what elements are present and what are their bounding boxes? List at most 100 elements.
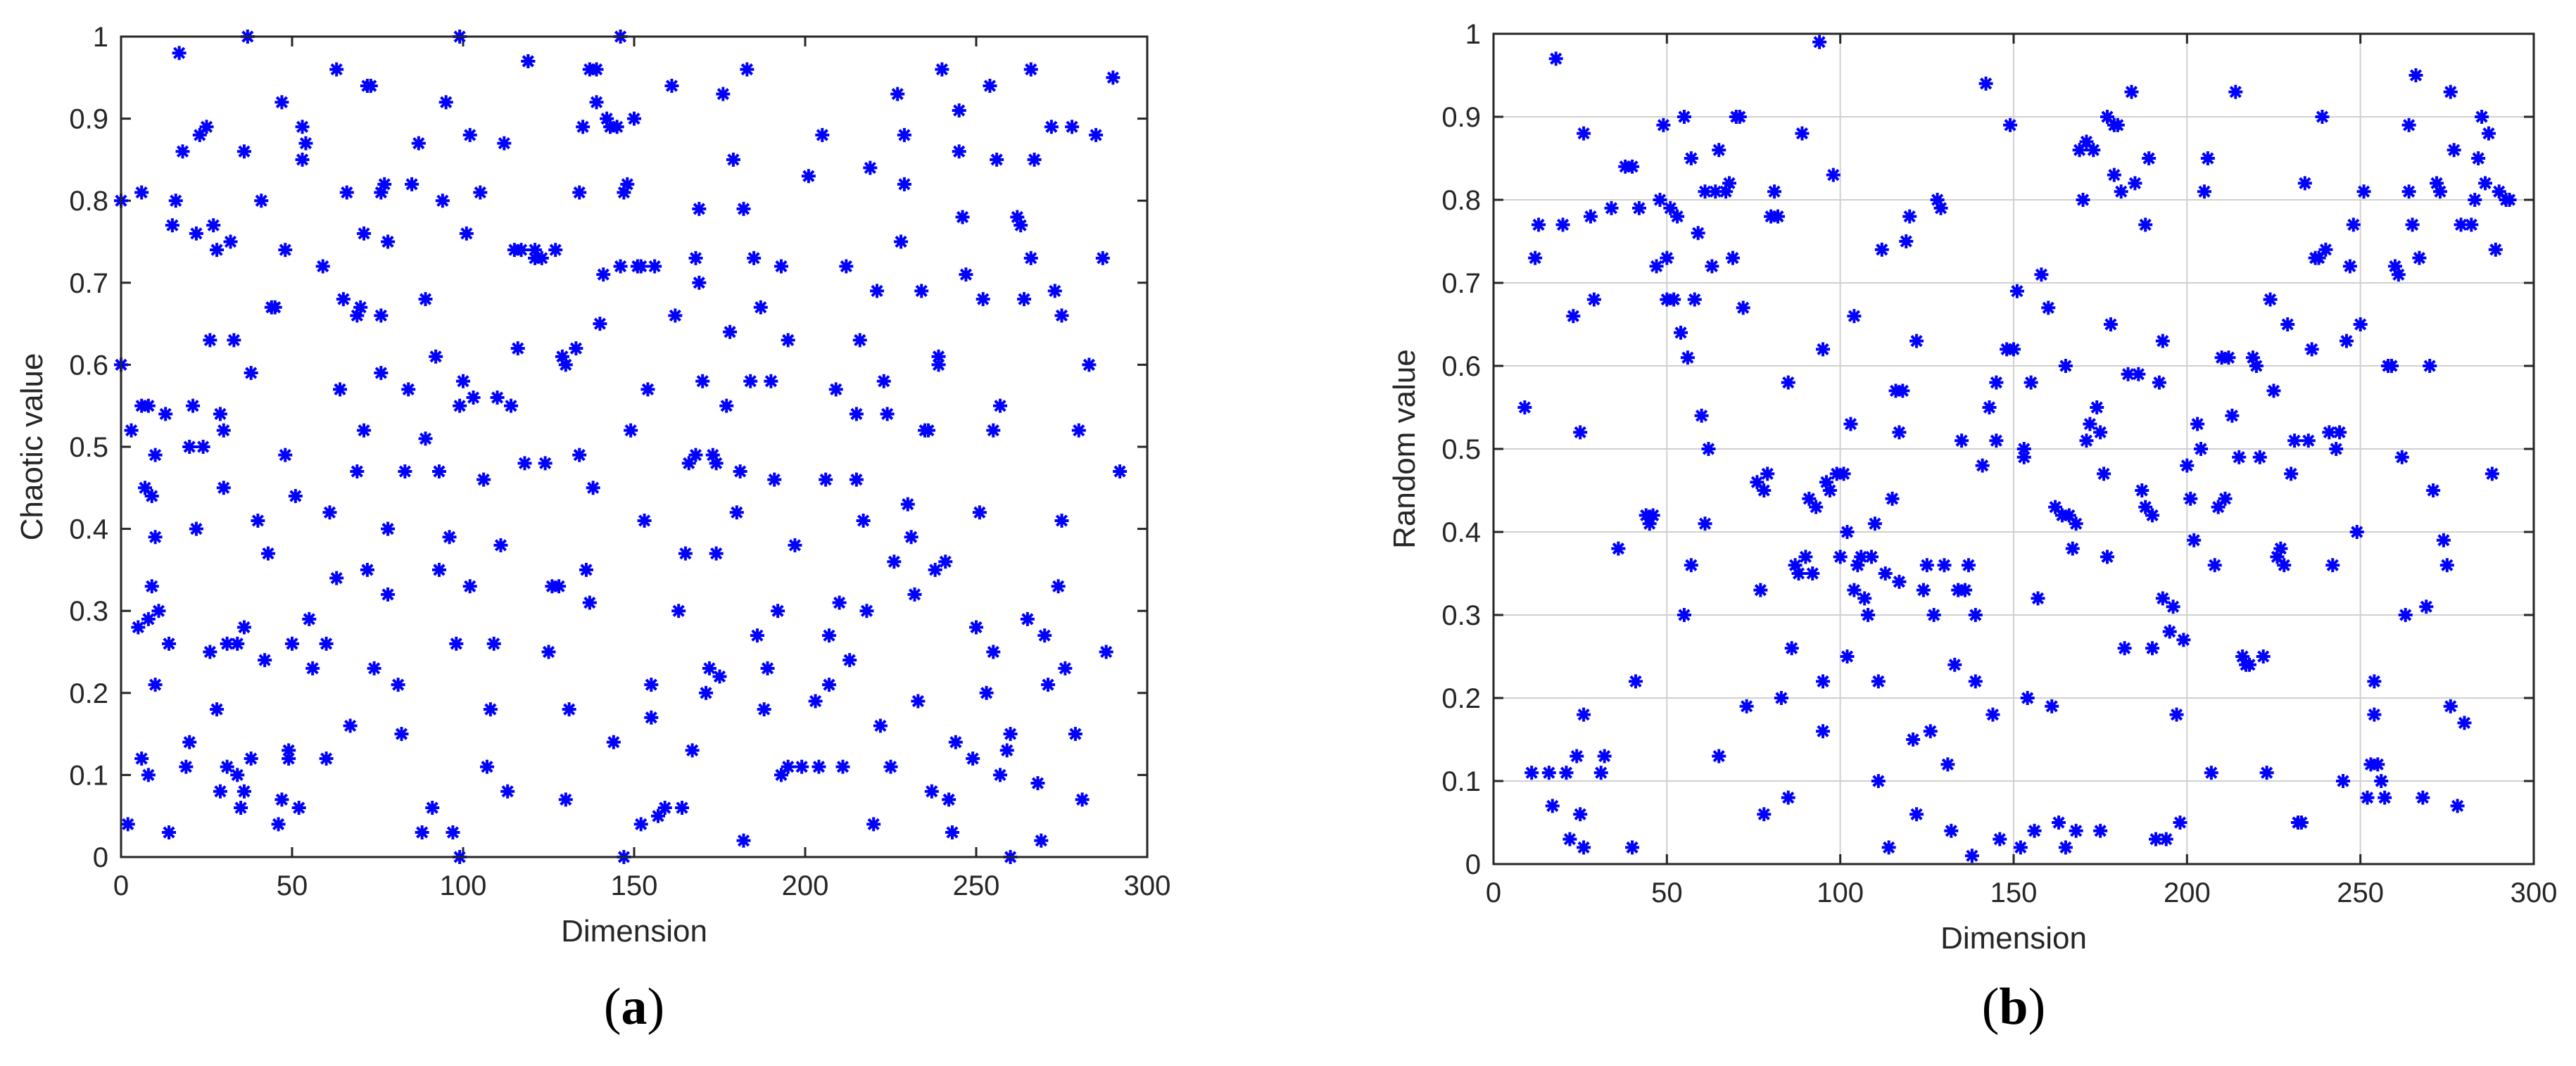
data-point (822, 628, 837, 643)
data-point (883, 759, 898, 774)
data-point (904, 530, 918, 545)
data-point (1698, 184, 1712, 199)
data-point (534, 250, 549, 265)
data-point (849, 472, 864, 487)
data-point (1674, 325, 1688, 340)
data-point (538, 456, 553, 471)
data-point (1528, 250, 1543, 265)
data-point (1840, 649, 1855, 664)
data-point (144, 488, 159, 503)
data-point (620, 177, 635, 191)
x-tick-label: 250 (2337, 877, 2384, 908)
data-point (1071, 423, 1086, 438)
data-point (2142, 151, 2157, 165)
data-point (1878, 566, 1893, 580)
data-point (134, 751, 149, 766)
data-point (1892, 574, 1907, 589)
data-point (1816, 674, 1831, 689)
y-tick-label: 0.3 (1441, 600, 1481, 631)
data-point (295, 152, 310, 167)
data-point (2436, 533, 2451, 547)
data-point (808, 694, 823, 709)
data-point (2173, 816, 2187, 830)
data-point (2016, 450, 2031, 464)
data-point (1677, 110, 1691, 124)
data-point (165, 218, 179, 233)
data-point (2367, 707, 2382, 722)
data-point (822, 678, 837, 692)
data-point (1075, 792, 1090, 807)
data-point (442, 530, 457, 545)
data-point (490, 391, 505, 405)
y-tick-label: 0.7 (1441, 268, 1481, 299)
data-point (1677, 608, 1691, 622)
data-point (2259, 766, 2274, 780)
data-point (859, 604, 874, 618)
data-point (411, 136, 426, 151)
data-point (2488, 242, 2503, 257)
y-tick-label: 0.6 (1441, 351, 1481, 382)
data-point (168, 193, 183, 208)
data-point (606, 735, 621, 749)
y-tick-label: 0.1 (69, 760, 108, 791)
data-point (315, 259, 330, 274)
data-point (517, 456, 532, 471)
data-point (1850, 558, 1865, 573)
data-point (2454, 217, 2468, 232)
y-tick-label: 0.1 (1441, 766, 1481, 797)
plot-area (121, 37, 1147, 857)
data-point (900, 497, 915, 512)
data-point (1577, 840, 1591, 855)
data-point (1816, 724, 1831, 739)
data-point (2069, 823, 2083, 838)
data-point (2374, 774, 2389, 788)
data-point (2128, 176, 2142, 191)
data-point (2159, 832, 2173, 846)
data-point (942, 792, 956, 807)
data-point (2197, 184, 2211, 199)
data-point (381, 587, 396, 602)
data-point (911, 694, 926, 709)
data-point (322, 505, 337, 520)
data-point (548, 243, 563, 258)
data-point (1722, 176, 1737, 191)
data-point (1955, 433, 1969, 448)
data-point (2336, 774, 2351, 788)
data-point (993, 768, 1008, 782)
data-point (1739, 699, 1754, 713)
data-point (1843, 417, 1858, 431)
data-point (657, 801, 672, 816)
scatter-series (114, 30, 1128, 864)
data-point (210, 243, 225, 258)
data-point (2176, 633, 2191, 647)
data-point (2266, 383, 2281, 398)
data-point (983, 78, 997, 93)
data-point (1593, 766, 1608, 780)
data-point (431, 464, 446, 478)
data-point (972, 505, 987, 520)
data-point (764, 374, 778, 388)
data-point (2394, 450, 2409, 464)
data-point (124, 423, 139, 438)
data-point (295, 120, 310, 134)
data-point (1687, 292, 1702, 307)
data-point (148, 530, 163, 545)
data-point (688, 250, 703, 265)
data-point (203, 645, 217, 659)
data-point (2228, 84, 2243, 99)
data-point (2273, 541, 2288, 556)
data-point (1822, 483, 1837, 497)
data-point (1670, 209, 1685, 224)
data-point (637, 513, 652, 528)
y-tick-label: 0.4 (69, 514, 108, 545)
data-point (589, 62, 604, 77)
data-point (1051, 579, 1066, 594)
data-point (723, 324, 738, 339)
data-point (719, 398, 734, 413)
data-point (2034, 267, 2049, 282)
data-point (418, 292, 433, 307)
data-point (144, 579, 159, 594)
data-point (2003, 118, 2018, 132)
data-point (1760, 467, 1775, 481)
data-point (476, 472, 491, 487)
